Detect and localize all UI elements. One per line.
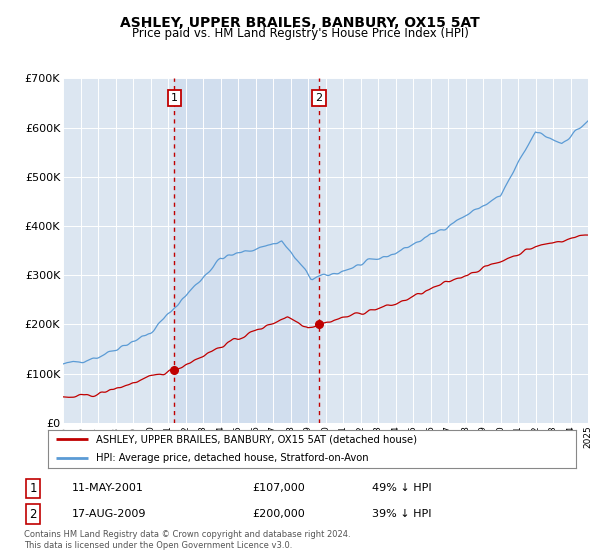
Text: ASHLEY, UPPER BRAILES, BANBURY, OX15 5AT: ASHLEY, UPPER BRAILES, BANBURY, OX15 5AT <box>120 16 480 30</box>
Text: £107,000: £107,000 <box>252 483 305 493</box>
Text: 49% ↓ HPI: 49% ↓ HPI <box>372 483 431 493</box>
Text: ASHLEY, UPPER BRAILES, BANBURY, OX15 5AT (detached house): ASHLEY, UPPER BRAILES, BANBURY, OX15 5AT… <box>95 435 416 445</box>
Text: 1: 1 <box>171 93 178 103</box>
Text: This data is licensed under the Open Government Licence v3.0.: This data is licensed under the Open Gov… <box>24 541 292 550</box>
Text: 17-AUG-2009: 17-AUG-2009 <box>72 509 146 519</box>
Text: Contains HM Land Registry data © Crown copyright and database right 2024.: Contains HM Land Registry data © Crown c… <box>24 530 350 539</box>
Bar <box>174 78 319 423</box>
Text: £200,000: £200,000 <box>252 509 305 519</box>
Text: 2: 2 <box>29 507 37 521</box>
Text: 11-MAY-2001: 11-MAY-2001 <box>72 483 144 493</box>
Text: 2: 2 <box>316 93 323 103</box>
Text: HPI: Average price, detached house, Stratford-on-Avon: HPI: Average price, detached house, Stra… <box>95 452 368 463</box>
Text: 1: 1 <box>29 482 37 495</box>
Text: 39% ↓ HPI: 39% ↓ HPI <box>372 509 431 519</box>
Text: Price paid vs. HM Land Registry's House Price Index (HPI): Price paid vs. HM Land Registry's House … <box>131 27 469 40</box>
